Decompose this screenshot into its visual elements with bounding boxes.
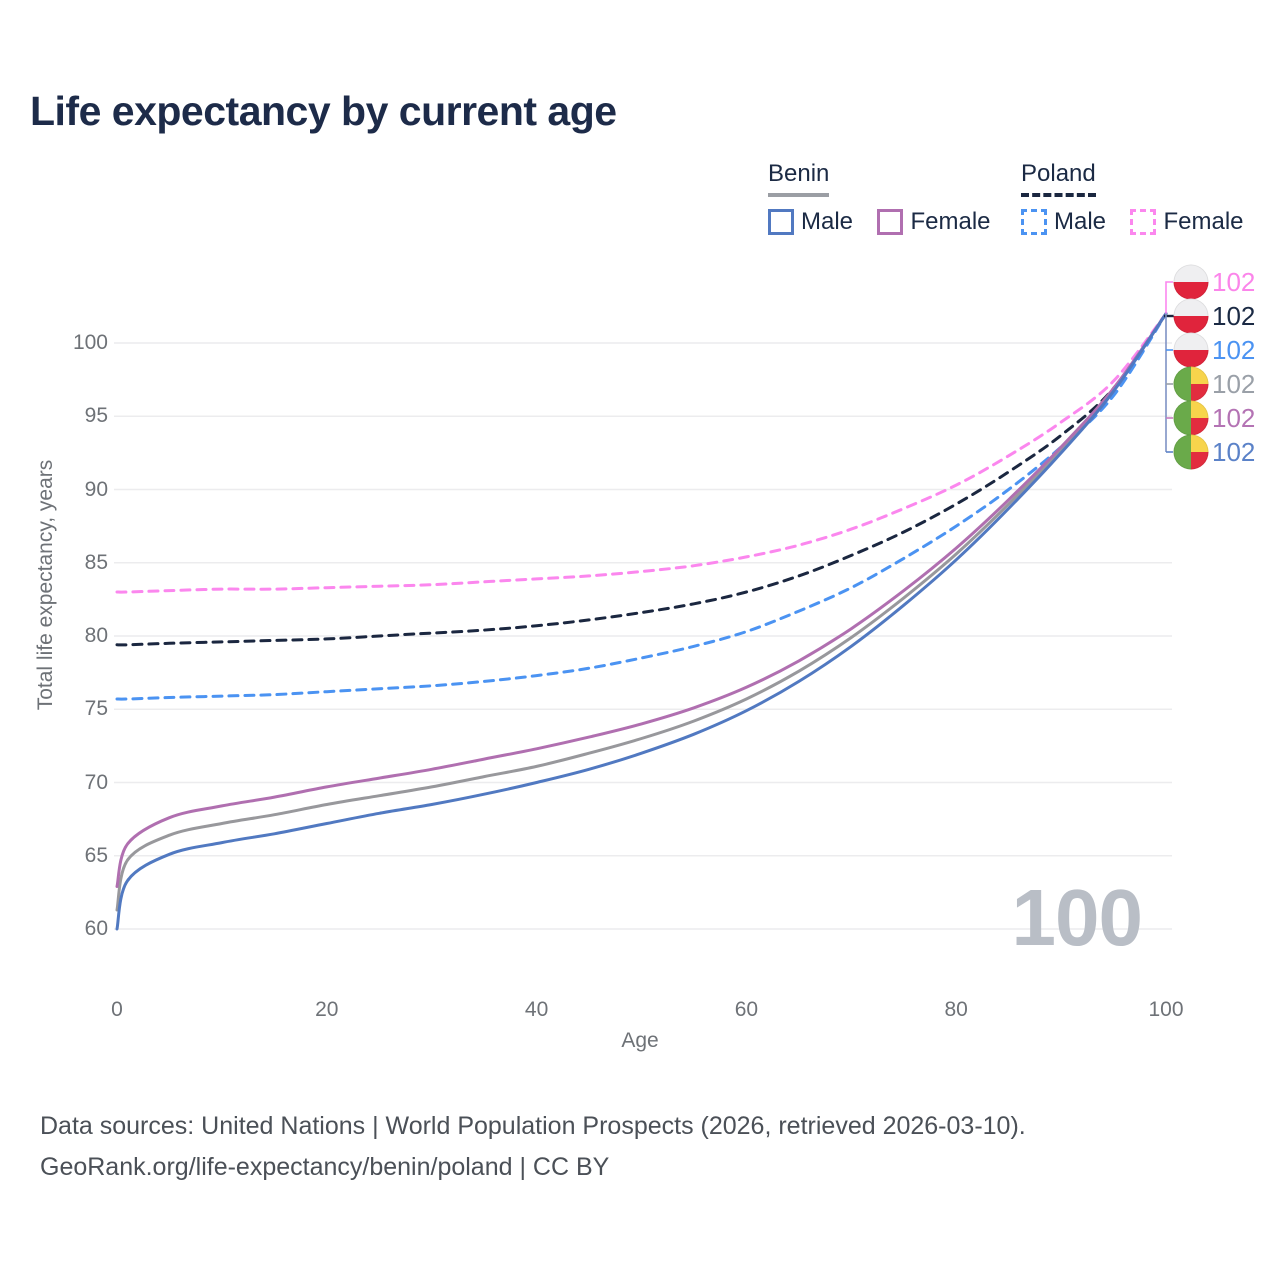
x-tick-label: 0 bbox=[111, 998, 123, 1021]
x-tick-label: 80 bbox=[944, 998, 968, 1021]
series-line-benin-average bbox=[115, 312, 1168, 912]
x-tick-label: 100 bbox=[1148, 998, 1184, 1021]
flag-poland-icon bbox=[1173, 298, 1209, 334]
legend-country-poland[interactable]: Poland bbox=[1021, 160, 1096, 197]
y-tick-label: 100 bbox=[72, 331, 108, 354]
y-tick-label: 90 bbox=[84, 477, 108, 501]
legend-item-poland-male[interactable]: Male bbox=[1021, 208, 1106, 236]
end-value-benin-male: 102 bbox=[1212, 437, 1256, 467]
flag-benin-icon bbox=[1173, 400, 1209, 436]
end-value-benin-female: 102 bbox=[1212, 403, 1256, 433]
flag-benin-icon bbox=[1173, 434, 1209, 470]
x-tick-label: 20 bbox=[315, 998, 339, 1021]
legend-group-poland: Poland Male Female bbox=[1021, 160, 1264, 240]
checkbox-poland-male[interactable] bbox=[1021, 209, 1047, 235]
flag-poland-icon bbox=[1173, 264, 1209, 300]
age-watermark: 100 bbox=[1011, 873, 1143, 962]
series-line-poland-male bbox=[115, 312, 1168, 701]
page-title: Life expectancy by current age bbox=[30, 88, 617, 134]
y-tick-label: 65 bbox=[84, 843, 108, 867]
connector-line bbox=[1165, 281, 1173, 314]
x-tick-label: 40 bbox=[524, 998, 549, 1021]
y-tick-label: 80 bbox=[84, 624, 108, 647]
legend-label-poland-female: Female bbox=[1163, 208, 1244, 235]
legend-item-benin-female[interactable]: Female bbox=[877, 208, 991, 236]
end-value-benin-average: 102 bbox=[1212, 369, 1256, 399]
series-line-poland-average bbox=[115, 312, 1168, 647]
x-axis-title: Age bbox=[621, 1029, 659, 1052]
legend-country-benin[interactable]: Benin bbox=[768, 160, 830, 197]
end-value-poland-female: 102 bbox=[1212, 267, 1256, 297]
end-value-poland-male: 102 bbox=[1212, 335, 1256, 365]
footer: Data sources: United Nations | World Pop… bbox=[40, 1106, 1026, 1188]
y-tick-label: 70 bbox=[84, 770, 108, 794]
series-line-benin-male bbox=[115, 312, 1168, 931]
y-tick-label: 95 bbox=[84, 404, 108, 428]
legend-item-benin-male[interactable]: Male bbox=[768, 208, 853, 236]
legend-label-poland-male: Male bbox=[1054, 208, 1107, 235]
checkbox-benin-female[interactable] bbox=[877, 209, 904, 235]
y-tick-label: 75 bbox=[84, 697, 108, 721]
y-axis-title: Total life expectancy, years bbox=[34, 459, 57, 711]
legend-item-poland-female[interactable]: Female bbox=[1130, 208, 1244, 236]
footer-sources: Data sources: United Nations | World Pop… bbox=[40, 1112, 1026, 1140]
x-tick-label: 60 bbox=[734, 998, 759, 1021]
legend-label-benin-female: Female bbox=[910, 208, 991, 235]
end-value-poland-average: 102 bbox=[1212, 301, 1256, 331]
flag-poland-icon bbox=[1173, 332, 1209, 368]
checkbox-benin-male[interactable] bbox=[768, 209, 794, 235]
legend-label-benin-male: Male bbox=[801, 208, 854, 235]
flag-benin-icon bbox=[1173, 366, 1209, 402]
series-line-benin-female bbox=[115, 312, 1168, 888]
y-tick-label: 85 bbox=[84, 550, 108, 574]
footer-attribution: GeoRank.org/life-expectancy/benin/poland… bbox=[40, 1153, 610, 1181]
series-line-poland-female bbox=[115, 312, 1168, 594]
y-tick-label: 60 bbox=[84, 917, 108, 940]
legend-group-benin: Benin Male Female bbox=[768, 160, 1011, 240]
checkbox-poland-female[interactable] bbox=[1130, 209, 1157, 235]
